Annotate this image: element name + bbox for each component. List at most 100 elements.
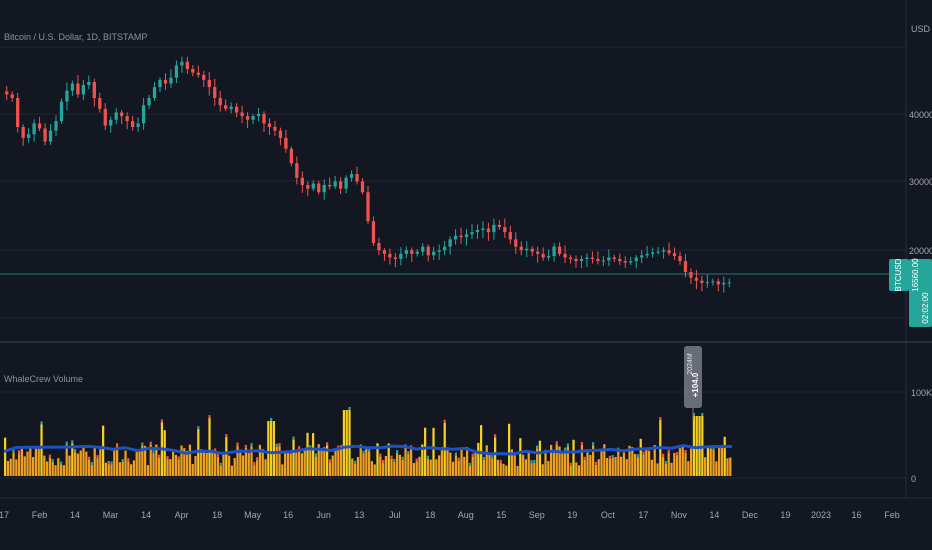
volume-bar bbox=[628, 445, 631, 476]
volume-bar bbox=[57, 458, 60, 476]
volume-bar bbox=[174, 454, 178, 476]
volume-bar bbox=[286, 452, 290, 476]
time-tick-label: Feb bbox=[884, 510, 900, 520]
volume-bar-cap bbox=[555, 441, 558, 445]
time-tick-label: Jun bbox=[316, 510, 331, 520]
volume-bar-cap bbox=[250, 443, 253, 447]
last-price-badge[interactable]: 16560.00 02:02:00 bbox=[909, 258, 932, 327]
candle-body bbox=[492, 224, 496, 233]
volume-bar bbox=[622, 452, 626, 476]
candle-body bbox=[245, 116, 250, 120]
volume-bar bbox=[230, 465, 234, 476]
volume-bar bbox=[261, 449, 264, 476]
time-tick-label: 14 bbox=[141, 510, 151, 520]
volume-bar bbox=[494, 437, 497, 476]
volume-bar bbox=[513, 455, 516, 476]
volume-bar bbox=[527, 450, 530, 476]
volume-bar bbox=[242, 455, 245, 476]
volume-spike-marker[interactable]: 2024M +104.0 bbox=[684, 346, 702, 420]
candle-body bbox=[530, 248, 534, 252]
volume-bar bbox=[113, 448, 116, 476]
volume-bar bbox=[530, 463, 533, 476]
candle-body bbox=[311, 183, 315, 189]
volume-bar bbox=[62, 465, 66, 476]
volume-bar bbox=[76, 453, 80, 476]
volume-bar bbox=[485, 445, 488, 476]
candle-body bbox=[322, 185, 326, 193]
volume-bar bbox=[79, 450, 82, 476]
volume-bar bbox=[468, 465, 472, 476]
volume-bar-cap bbox=[270, 418, 273, 421]
candle-body bbox=[109, 119, 113, 126]
volume-bar bbox=[704, 457, 707, 476]
candle-body bbox=[683, 261, 688, 272]
volume-bar bbox=[306, 432, 309, 476]
volume-bar bbox=[144, 445, 147, 476]
candle-body bbox=[497, 224, 502, 228]
candle-body bbox=[546, 256, 551, 258]
volume-bar-cap bbox=[426, 455, 430, 459]
volume-bar-cap bbox=[594, 461, 598, 465]
volume-bar bbox=[401, 459, 404, 476]
volume-bar-cap bbox=[328, 459, 332, 463]
volume-bar-cap bbox=[219, 462, 222, 466]
volume-bar-cap bbox=[40, 421, 43, 425]
candle-body bbox=[607, 257, 611, 261]
volume-bar bbox=[258, 444, 262, 476]
candle-body bbox=[229, 106, 233, 109]
volume-bar-cap bbox=[141, 442, 144, 446]
volume-bar-cap bbox=[382, 460, 385, 464]
volume-bar bbox=[12, 452, 15, 476]
volume-bar-cap bbox=[499, 459, 502, 463]
volume-bar bbox=[348, 410, 351, 476]
volume-bar bbox=[583, 459, 586, 476]
volume-bar-cap bbox=[18, 450, 21, 454]
candle-body bbox=[360, 181, 365, 193]
volume-bar bbox=[407, 454, 410, 476]
volume-bar-cap bbox=[65, 441, 68, 445]
candle-body bbox=[366, 192, 370, 222]
candle-body bbox=[125, 116, 129, 122]
volume-bar-cap bbox=[530, 460, 533, 464]
candle-body bbox=[672, 253, 677, 257]
candle-body bbox=[59, 101, 64, 122]
volume-bar bbox=[603, 444, 606, 476]
time-axis[interactable]: 17 Feb 14 Mar 14 Apr 18 May 16 Jun 13 Jul 18 Aug 15 Sep… bbox=[0, 510, 900, 520]
candle-body bbox=[579, 258, 584, 262]
symbol-badge[interactable]: BTCUSD bbox=[889, 258, 909, 291]
volume-bar-cap bbox=[662, 453, 665, 457]
volume-bar bbox=[463, 456, 466, 476]
volume-bar bbox=[239, 449, 242, 476]
volume-bar-cap bbox=[48, 454, 52, 458]
countdown-text: 02:02:00 bbox=[921, 292, 930, 324]
volume-bar bbox=[253, 465, 256, 476]
volume-bar bbox=[183, 448, 186, 476]
volume-bar bbox=[390, 458, 393, 476]
candle-body bbox=[5, 91, 9, 95]
candle-body bbox=[37, 123, 42, 129]
volume-bar bbox=[508, 423, 511, 476]
volume-bar-cap bbox=[684, 450, 687, 454]
volume-bar bbox=[435, 459, 438, 476]
volume-bar bbox=[34, 448, 38, 476]
candle-body bbox=[486, 228, 491, 233]
volume-bar bbox=[678, 448, 682, 476]
candle-body bbox=[508, 232, 512, 240]
time-tick-label: 18 bbox=[212, 510, 222, 520]
volume-bar bbox=[331, 455, 334, 476]
volume-bar-cap bbox=[379, 453, 382, 457]
volume-bar bbox=[370, 461, 374, 476]
candle-body bbox=[163, 79, 168, 84]
symbol-badge-text: BTCUSD bbox=[894, 258, 903, 291]
volume-bar bbox=[452, 461, 455, 476]
volume-bar bbox=[471, 456, 474, 476]
candle-body bbox=[536, 251, 540, 254]
candle-body bbox=[98, 98, 102, 109]
volume-bar bbox=[502, 463, 505, 476]
candle-body bbox=[355, 174, 359, 182]
volume-bar-cap bbox=[121, 458, 124, 462]
volume-bar bbox=[617, 450, 620, 476]
volume-bar-cap bbox=[407, 451, 410, 455]
volume-bar-cap bbox=[611, 454, 614, 458]
